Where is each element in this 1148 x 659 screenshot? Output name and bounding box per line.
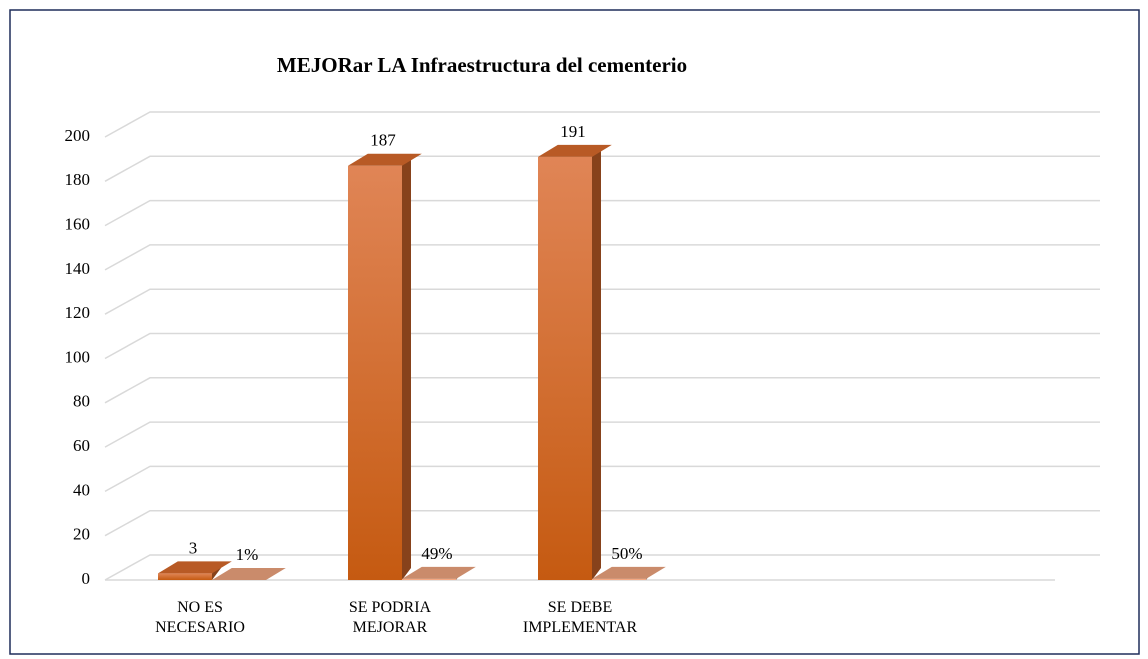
grid-line xyxy=(104,509,1100,537)
y-tick-label: 200 xyxy=(65,126,91,145)
y-tick-label: 80 xyxy=(73,392,90,411)
grid-line xyxy=(104,465,1100,493)
data-label: 191 xyxy=(560,122,586,141)
data-label: 1% xyxy=(236,545,259,564)
data-label: 49% xyxy=(421,544,452,563)
grid-line xyxy=(104,554,1100,581)
data-label: 3 xyxy=(189,538,198,557)
bar-top xyxy=(538,144,612,157)
bar-top xyxy=(592,566,666,579)
bar xyxy=(348,165,402,581)
bar xyxy=(402,578,456,580)
bar xyxy=(592,578,646,580)
bar xyxy=(158,573,212,580)
y-tick-label: 120 xyxy=(65,303,91,322)
grid-line xyxy=(104,332,1100,360)
bar-side xyxy=(402,153,411,581)
bar-top xyxy=(212,567,286,580)
grid-line xyxy=(104,421,1100,448)
y-tick-label: 0 xyxy=(82,569,91,588)
chart-title: MEJORar LA Infraestructura del cementeri… xyxy=(277,53,687,77)
y-tick-label: 20 xyxy=(73,525,90,544)
y-tick-label: 100 xyxy=(65,347,91,366)
data-label: 50% xyxy=(611,544,642,563)
grid-line xyxy=(104,199,1100,227)
bar-top xyxy=(158,561,232,574)
y-tick-label: 60 xyxy=(73,436,90,455)
y-tick-label: 180 xyxy=(65,170,91,189)
bar-side xyxy=(592,144,601,580)
x-tick-label: NO ES NECESARIO xyxy=(155,599,245,636)
y-tick-label: 140 xyxy=(65,259,91,278)
y-tick-label: 160 xyxy=(65,215,91,234)
grid-line xyxy=(104,244,1100,271)
grid-line xyxy=(104,377,1100,404)
y-tick-label: 40 xyxy=(73,480,90,499)
grid-line xyxy=(104,288,1100,315)
grid-line xyxy=(104,155,1100,182)
bar-top xyxy=(348,153,422,166)
grid-line xyxy=(104,111,1100,138)
data-label: 187 xyxy=(370,131,396,150)
bar xyxy=(538,156,592,580)
bar-top xyxy=(402,566,476,579)
x-tick-label: SE DEBE IMPLEMENTAR xyxy=(522,599,638,636)
x-tick-label: SE PODRIA MEJORAR xyxy=(348,599,432,636)
